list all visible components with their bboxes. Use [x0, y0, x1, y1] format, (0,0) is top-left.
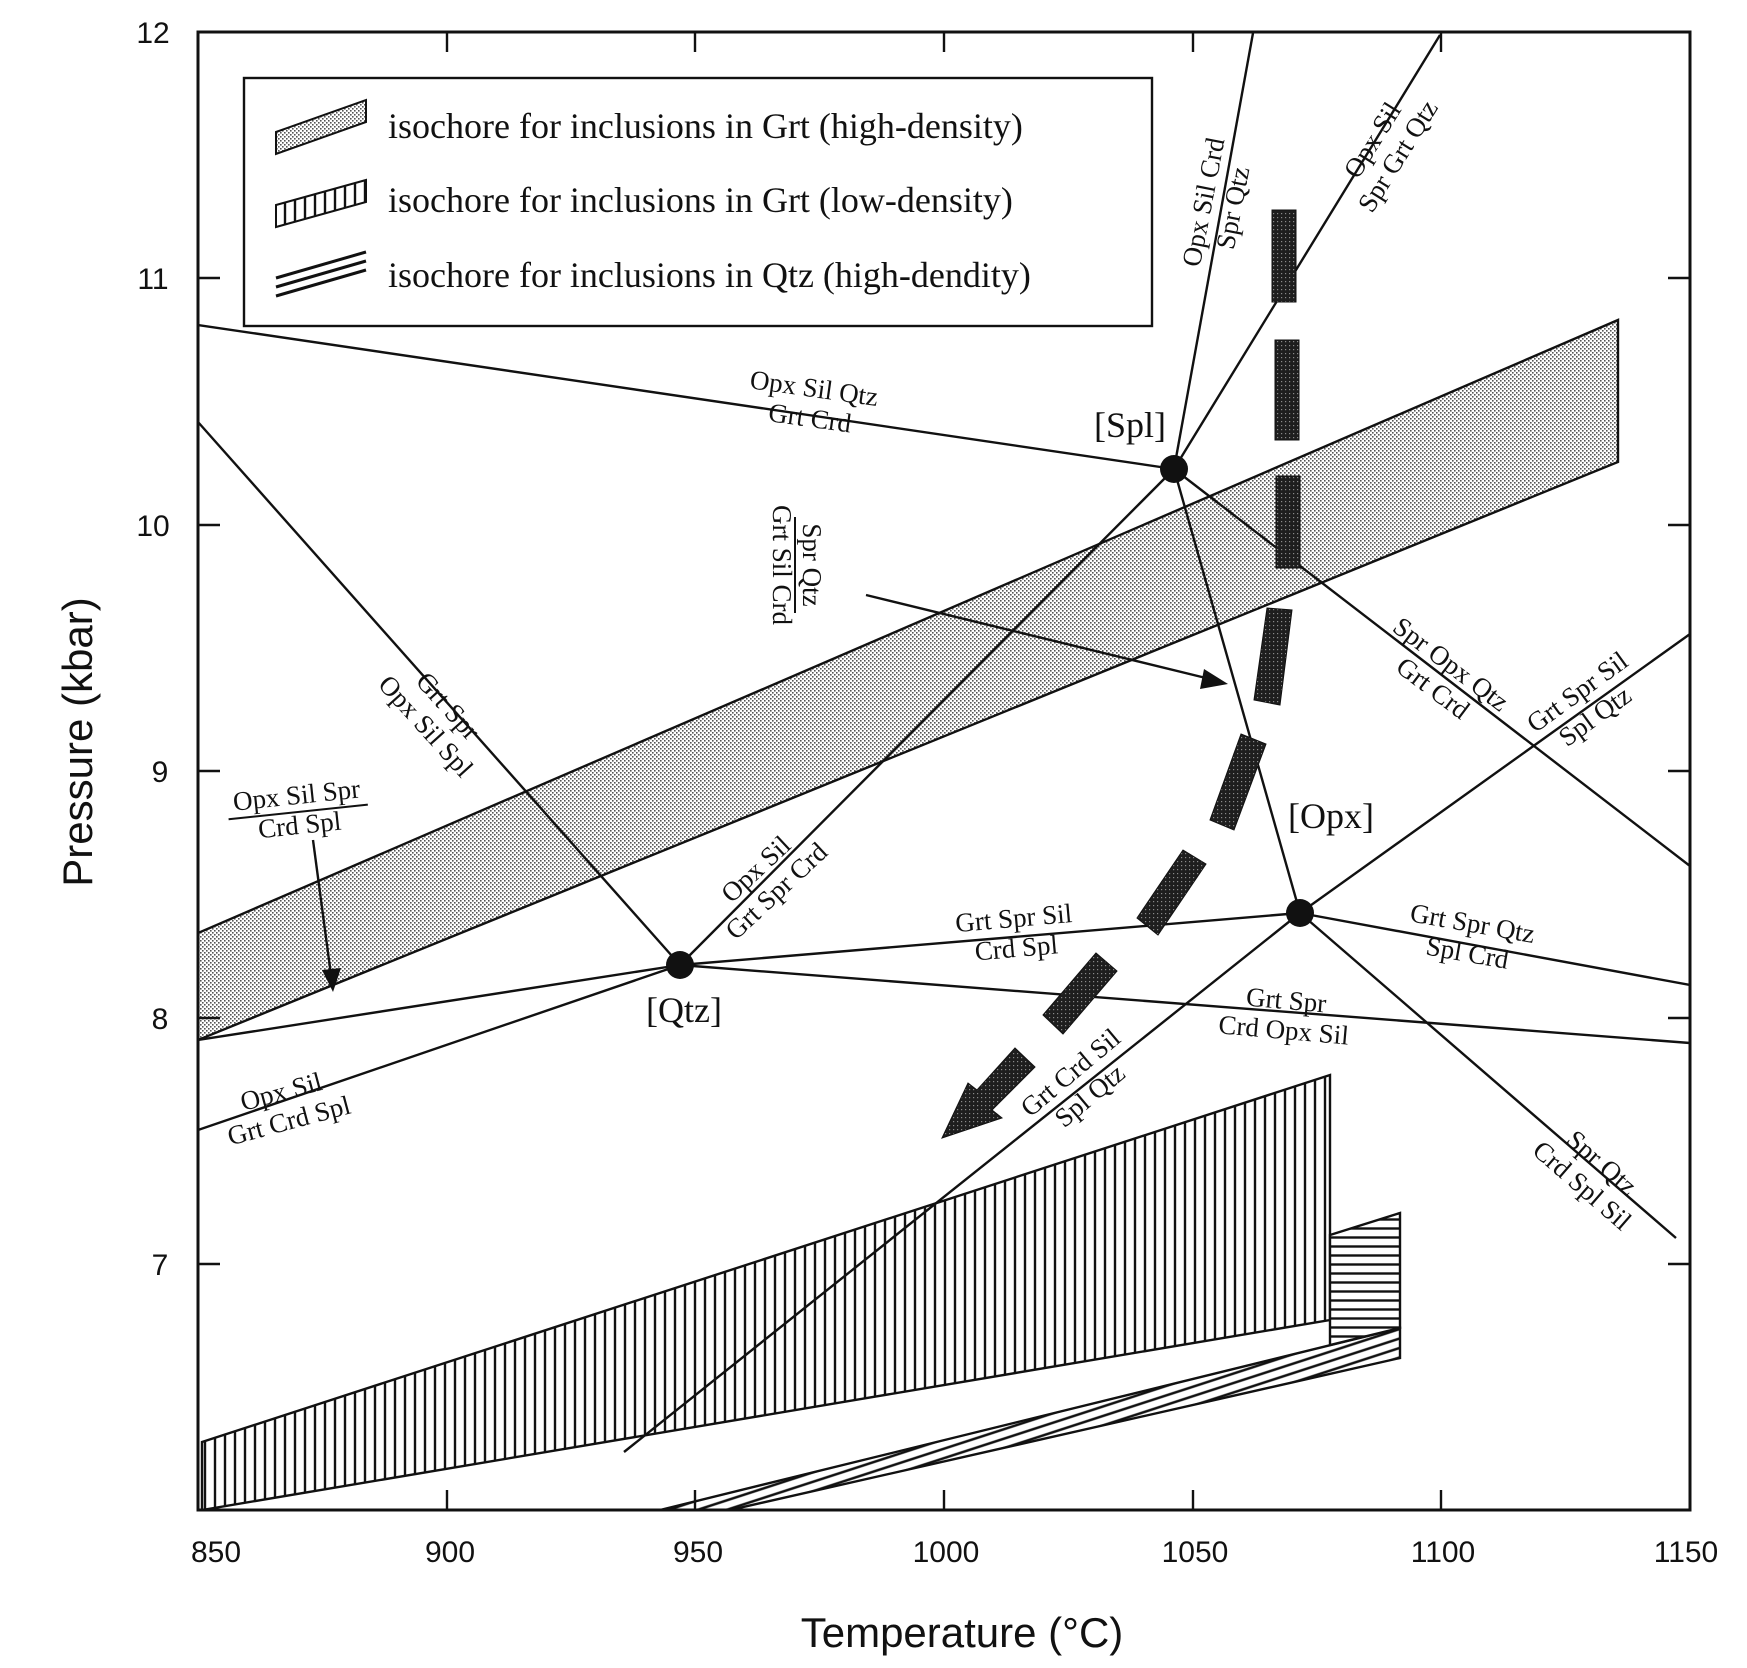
y-tick-label: 7	[152, 1249, 169, 1282]
x-tick-label: 1100	[1411, 1536, 1476, 1569]
line-grt-spr-qtz-spl-crd	[1299, 911, 1690, 987]
line-spr-qtz-crd-spl-sil	[1299, 912, 1677, 1239]
invariant-label-spl: [Spl]	[1094, 405, 1166, 445]
y-axis-title: Pressure (kbar)	[54, 597, 101, 886]
legend-swatch-vertical-hatch	[275, 178, 367, 229]
legend: isochore for inclusions in Grt (high-den…	[242, 76, 1154, 328]
legend-label-1: isochore for inclusions in Grt (low-dens…	[388, 180, 1013, 220]
invariant-point-qtz	[666, 951, 694, 979]
x-tick-label: 950	[673, 1536, 723, 1569]
invariant-point-spl	[1160, 455, 1188, 483]
line-spr-opx-qtz-grt-crd	[1173, 468, 1690, 867]
line-opx-sil-qtz-grt-crd	[198, 323, 1175, 471]
invariant-label-opx: [Opx]	[1288, 796, 1374, 836]
x-axis-title: Temperature (°C)	[801, 1609, 1124, 1656]
line-opx-sil-spr-grt-qtz	[1172, 34, 1442, 470]
y-tick-label: 10	[136, 510, 169, 543]
pointer-arrow-spr-qtz	[865, 593, 1211, 681]
pointer-arrowhead-spr-qtz	[1200, 669, 1228, 689]
pointer-arrow-opx-sil-spr	[311, 839, 333, 976]
isochore-grt-low-density	[200, 1073, 1332, 1510]
pt-path-arrow	[941, 209, 1301, 1139]
line-grt-spr-opx-sil-spl	[198, 421, 681, 966]
isochore-grt-high-density	[198, 318, 1620, 1042]
reaction-top-11: Grt Spr	[1245, 982, 1328, 1019]
legend-box	[242, 76, 1154, 328]
x-tick-label: 1150	[1654, 1536, 1719, 1569]
line-opx-sil-grt-spr-crd	[679, 468, 1175, 966]
reaction-bottom-9: Crd Spl	[974, 929, 1060, 966]
legend-label-2: isochore for inclusions in Qtz (high-den…	[388, 255, 1031, 295]
y-tick-label: 12	[136, 17, 169, 50]
isochore-qtz-high-density	[1328, 1211, 1402, 1347]
line-grt-crd-sil-spl-qtz	[623, 912, 1301, 1453]
line-opx-sil-crd-spr-qtz	[1172, 32, 1255, 470]
line-grt-spr-sil-spl-qtz	[1299, 633, 1690, 914]
line-opx-sil-spr-crd-spl	[198, 963, 681, 1042]
pointer-arrowhead-opx-sil-spr	[322, 968, 341, 992]
isochore-qtz-strip	[659, 1326, 1402, 1510]
legend-swatch-stipple	[275, 98, 367, 156]
reaction-bottom-3: Grt Sil Crd	[767, 505, 797, 626]
y-tick-label: 11	[137, 263, 168, 296]
y-tick-label: 8	[152, 1003, 169, 1036]
line-spr-qtz-grt-sil-crd	[1172, 468, 1302, 914]
x-tick-label: 900	[425, 1536, 475, 1569]
line-grt-spr-sil-crd-spl	[679, 911, 1301, 967]
x-tick-label: 1000	[913, 1536, 980, 1569]
invariant-point-opx	[1286, 899, 1314, 927]
legend-swatch-horizontal-hatch	[275, 250, 367, 298]
x-tick-label: 850	[191, 1536, 241, 1569]
legend-label-0: isochore for inclusions in Grt (high-den…	[388, 106, 1023, 146]
y-tick-label: 9	[152, 756, 169, 789]
line-opx-sil-grt-crd-spl	[198, 963, 681, 1132]
x-tick-label: 1050	[1162, 1536, 1229, 1569]
reaction-top-3: Spr Qtz	[797, 523, 827, 606]
invariant-label-qtz: [Qtz]	[646, 990, 722, 1030]
